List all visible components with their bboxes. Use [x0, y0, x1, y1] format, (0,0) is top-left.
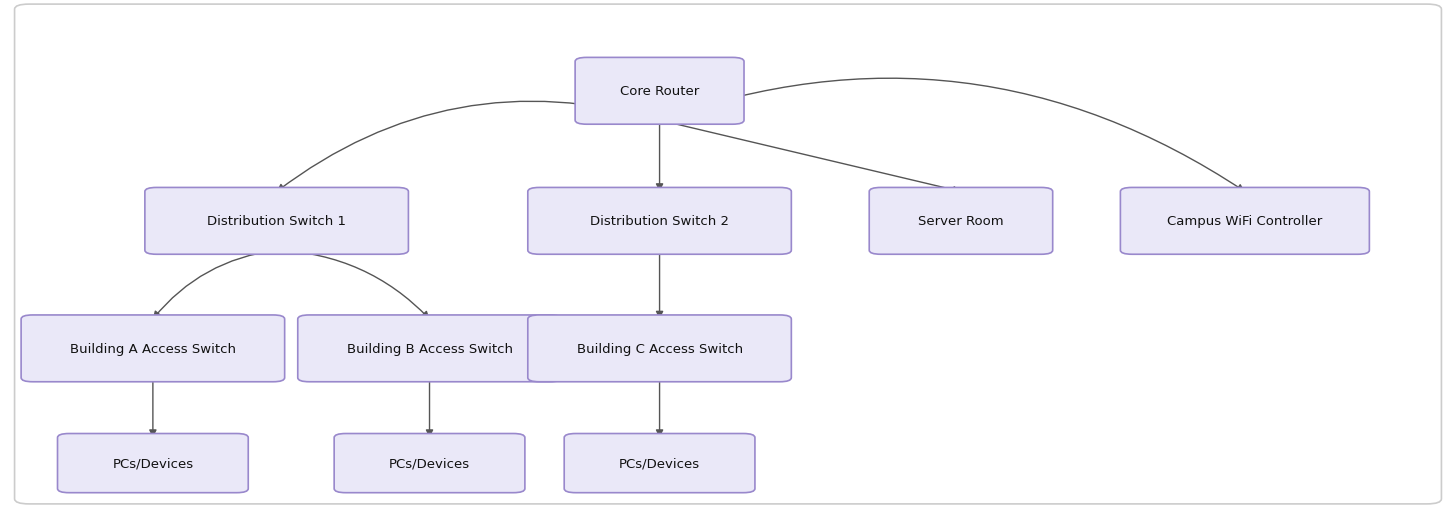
Text: Core Router: Core Router	[620, 85, 699, 98]
FancyBboxPatch shape	[297, 315, 561, 382]
FancyArrowPatch shape	[657, 378, 662, 436]
Text: PCs/Devices: PCs/Devices	[389, 457, 470, 470]
Text: Server Room: Server Room	[919, 215, 1003, 228]
FancyBboxPatch shape	[1121, 188, 1369, 254]
Text: Distribution Switch 1: Distribution Switch 1	[207, 215, 347, 228]
Text: PCs/Devices: PCs/Devices	[619, 457, 700, 470]
FancyBboxPatch shape	[869, 188, 1053, 254]
FancyBboxPatch shape	[58, 434, 248, 493]
FancyBboxPatch shape	[575, 59, 744, 125]
FancyArrowPatch shape	[657, 251, 662, 318]
FancyBboxPatch shape	[20, 315, 284, 382]
FancyArrowPatch shape	[278, 102, 660, 191]
FancyArrowPatch shape	[657, 121, 662, 190]
Text: PCs/Devices: PCs/Devices	[112, 457, 194, 470]
FancyArrowPatch shape	[154, 251, 277, 318]
FancyBboxPatch shape	[146, 188, 408, 254]
Text: Campus WiFi Controller: Campus WiFi Controller	[1168, 215, 1322, 228]
FancyBboxPatch shape	[335, 434, 526, 493]
FancyArrowPatch shape	[660, 121, 960, 193]
Text: Building B Access Switch: Building B Access Switch	[347, 342, 513, 355]
FancyBboxPatch shape	[527, 315, 792, 382]
FancyArrowPatch shape	[277, 251, 428, 318]
Text: Building C Access Switch: Building C Access Switch	[577, 342, 743, 355]
FancyBboxPatch shape	[565, 434, 754, 493]
Text: Distribution Switch 2: Distribution Switch 2	[590, 215, 729, 228]
FancyBboxPatch shape	[527, 188, 792, 254]
FancyArrowPatch shape	[150, 378, 156, 436]
FancyArrowPatch shape	[427, 378, 432, 436]
Text: Building A Access Switch: Building A Access Switch	[70, 342, 236, 355]
FancyArrowPatch shape	[660, 79, 1243, 191]
